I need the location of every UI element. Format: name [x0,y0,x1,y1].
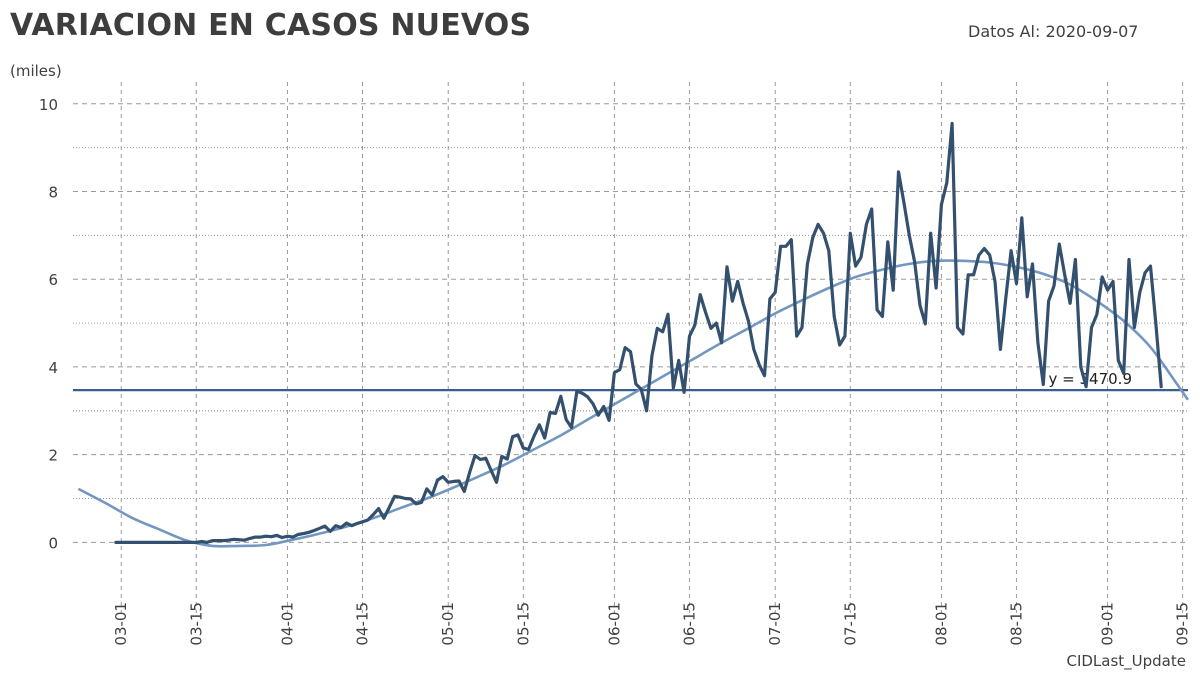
x-tick-label: 08-15 [1007,602,1025,646]
x-tick-label: 06-15 [680,602,698,646]
x-tick-label: 04-15 [353,602,371,646]
x-tick-label: 06-01 [605,602,623,646]
x-tick-label: 07-01 [766,602,784,646]
x-tick-label: 05-15 [514,602,532,646]
y-tick-label: 6 [48,271,58,289]
y-tick-label: 0 [48,534,58,552]
x-tick-label: 04-01 [278,602,296,646]
x-tick-label: 07-15 [841,602,859,646]
x-tick-label: 05-01 [439,602,457,646]
x-tick-label: 08-01 [932,602,950,646]
y-axis-unit-label: (miles) [10,62,62,80]
x-tick-label: 09-15 [1174,602,1192,646]
y-tick-label: 8 [48,183,58,201]
data-date-label: Datos Al: 2020-09-07 [968,22,1139,41]
trend-line [77,259,1190,548]
y-tick-label: 2 [48,447,58,465]
footer-label: CIDLast_Update [1066,652,1186,670]
reference-line-label: y = 3470.9 [1049,370,1132,388]
x-tick-label: 03-01 [112,602,130,646]
x-tick-label: 03-15 [187,602,205,646]
chart-title: VARIACION EN CASOS NUEVOS [10,8,532,43]
y-tick-label: 10 [39,96,58,114]
y-tick-label: 4 [48,359,58,377]
x-tick-label: 09-01 [1099,602,1117,646]
daily-cases-line [114,121,1163,545]
